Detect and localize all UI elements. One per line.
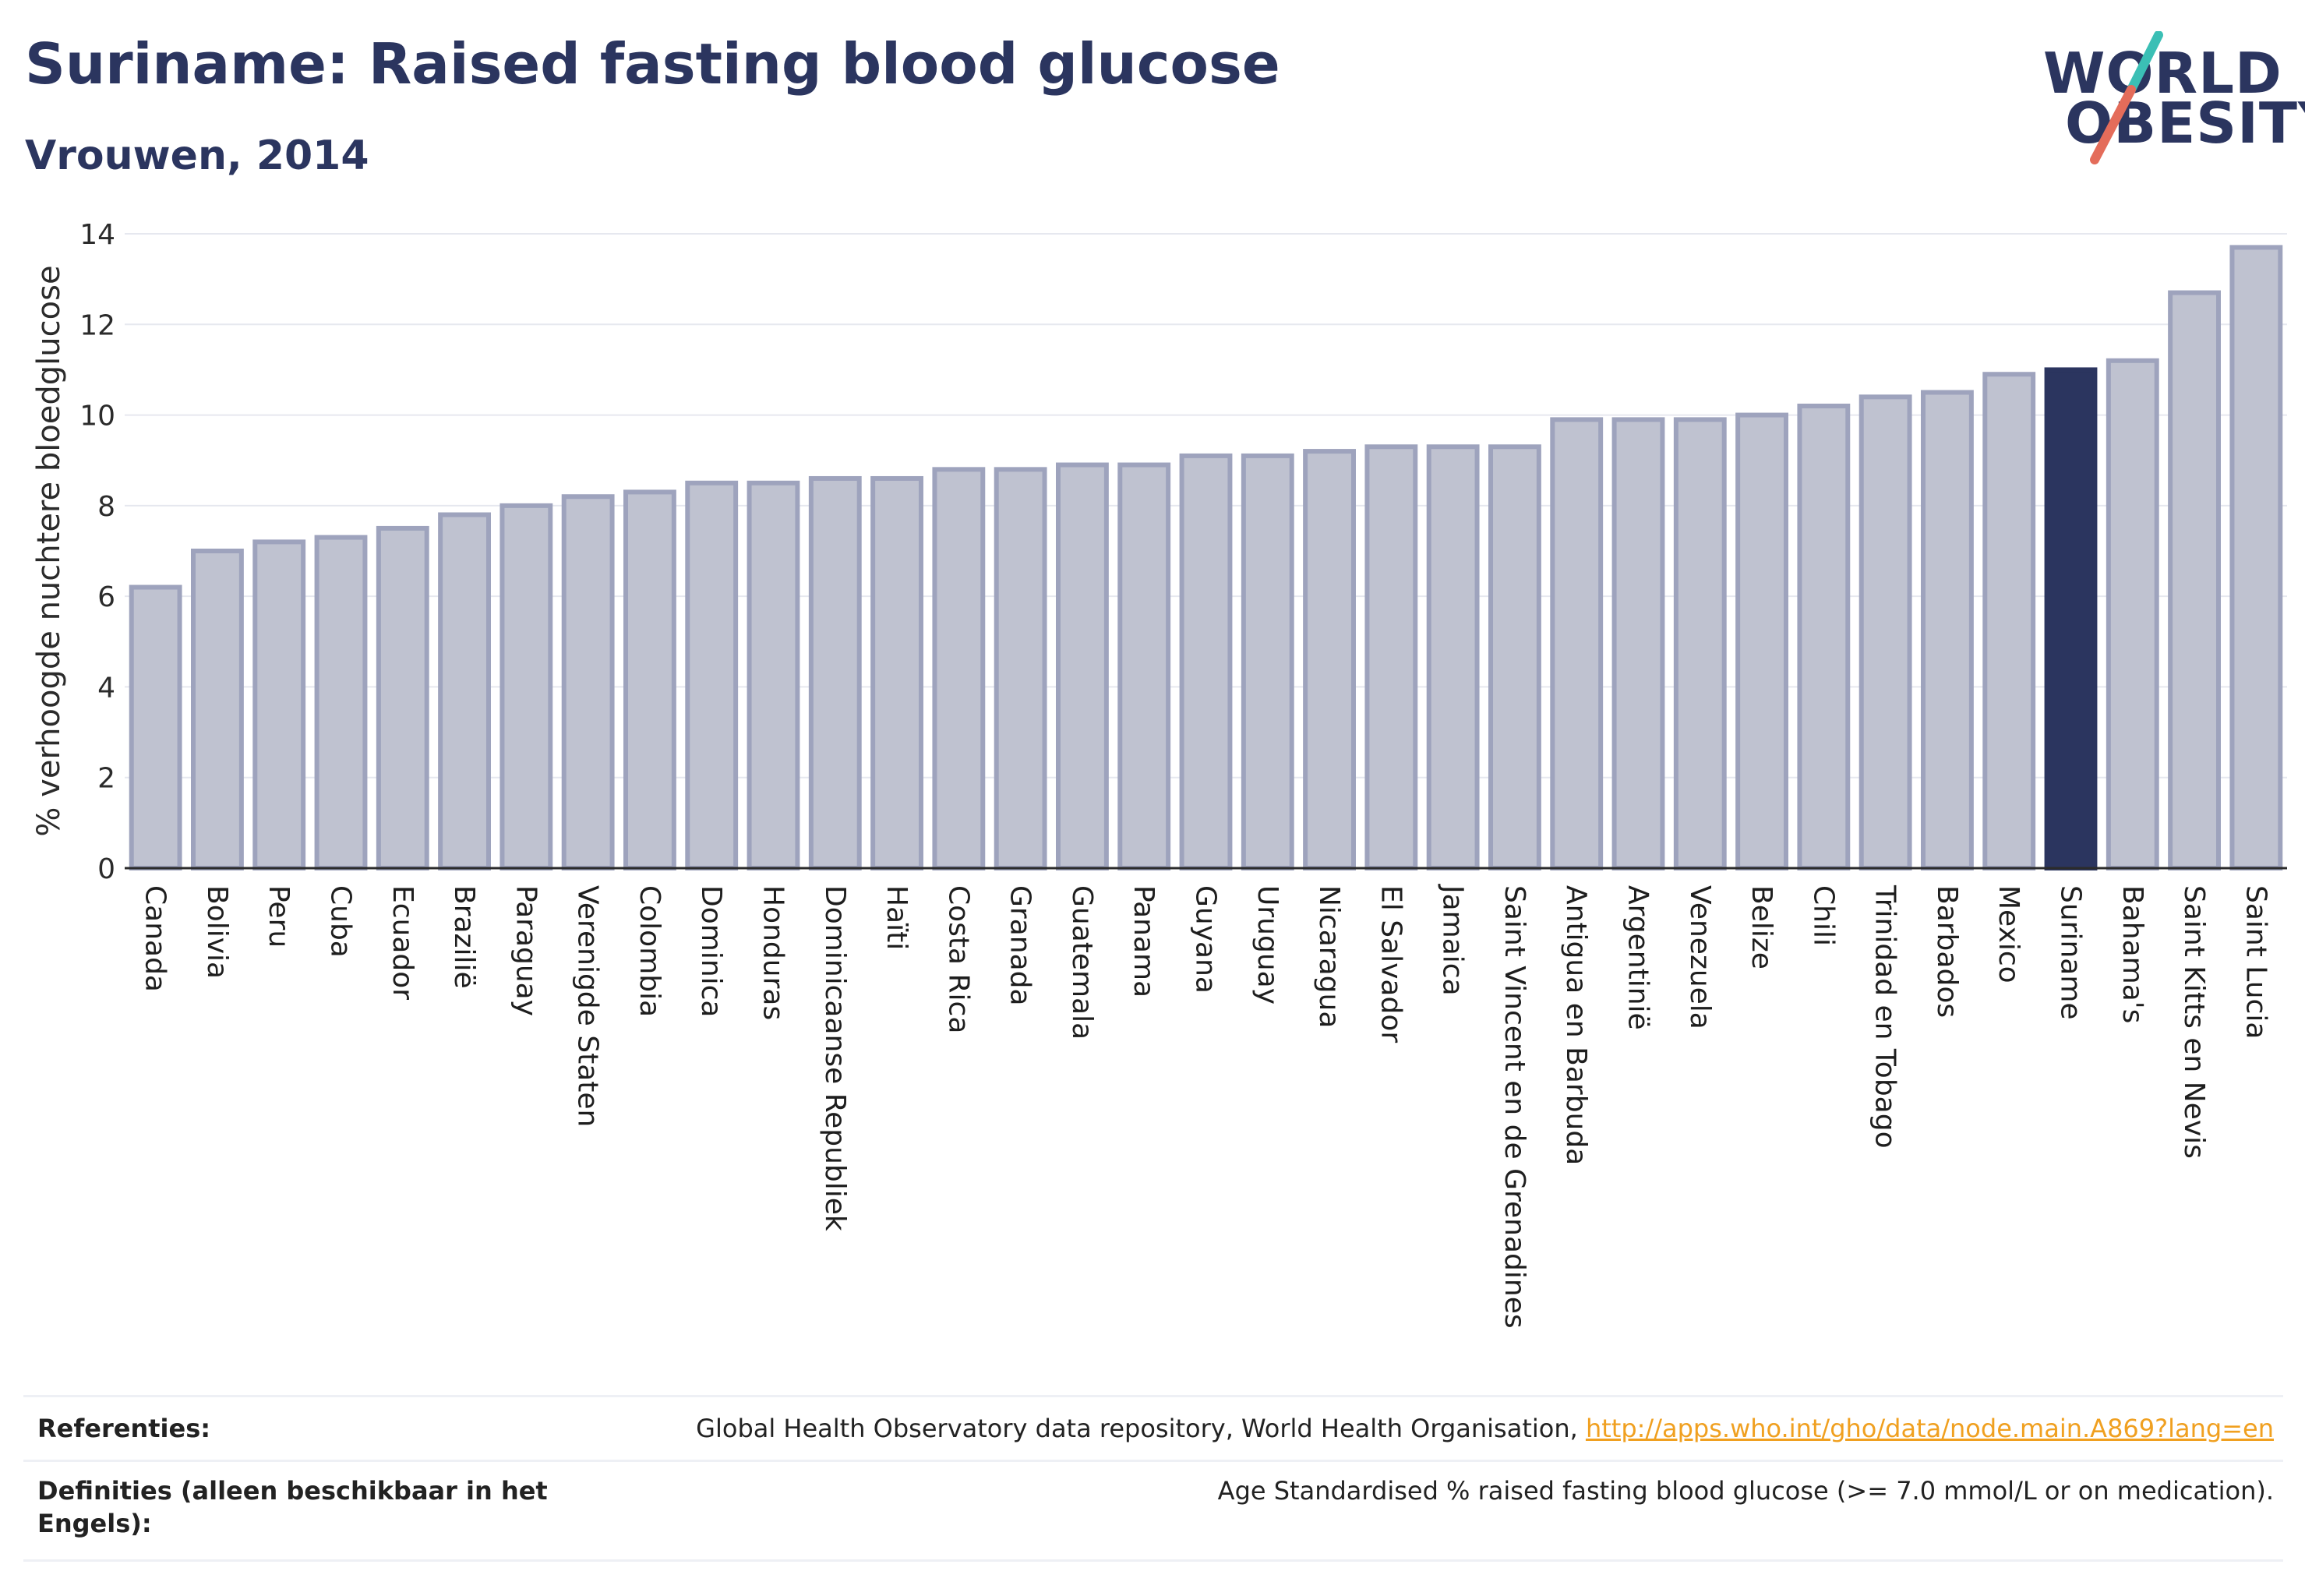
bar [1364,444,1418,870]
bar [314,535,368,870]
definitions-label-line-2: Engels): [37,1509,152,1538]
page-title: Suriname: Raised fasting blood glucose [25,31,1280,97]
x-tick-label: Bahama's [2116,885,2148,1023]
x-tick-label: Verenigde Staten [572,885,604,1127]
x-tick-label: El Salvador [1375,885,1407,1043]
references-link[interactable]: http://apps.who.int/gho/data/node.main.A… [1585,1414,2274,1443]
x-tick-label: Guyana [1190,885,1222,994]
x-tick-label: Saint Kitts en Nevis [2178,885,2210,1159]
bar [1673,417,1727,870]
references-source: Global Health Observatory data repositor… [696,1414,1578,1443]
bar [1921,390,1974,870]
references-label: Referenties: [37,1414,211,1443]
y-tick-label: 6 [97,581,115,613]
bar [1426,444,1480,870]
world-obesity-logo: WORLD OBESITY [2034,31,2305,171]
definitions-label-line-1: Definities (alleen beschikbaar in het [37,1476,548,1506]
bar [1858,394,1912,871]
references-table: Referenties: Global Health Observatory d… [23,1395,2283,1562]
x-tick-label: Saint Lucia [2240,885,2271,1039]
x-tick-label: Haïti [881,885,912,950]
bar [1611,417,1665,870]
bar [2229,245,2283,870]
bar [685,480,739,870]
y-tick-label: 2 [97,763,115,795]
bar [1488,444,1541,870]
logo-line-1: WORLD [2043,41,2282,106]
x-tick-label: Saint Vincent en de Grenadines [1498,885,1530,1329]
bar [870,475,923,870]
bar [623,489,676,870]
x-tick-label: Antigua en Barbuda [1560,885,1592,1165]
x-tick-label: Mexico [1993,885,2024,983]
bar [932,467,986,870]
x-tick-label: Paraguay [510,885,542,1016]
bar [2106,358,2159,871]
logo-slash-icon [2090,31,2163,164]
y-tick-label: 12 [79,309,115,341]
y-tick-label: 10 [79,401,115,433]
x-tick-label: Canada [139,885,171,992]
x-tick-label: Uruguay [1251,885,1283,1005]
bar [191,549,244,870]
y-tick-label: 0 [97,853,115,885]
x-tick-label: Suriname [2055,885,2087,1020]
page-subtitle: Vrouwen, 2014 [25,132,369,179]
definitions-row: Definities (alleen beschikbaar in het En… [23,1460,2283,1562]
bar [1179,453,1233,870]
x-tick-label: Chili [1807,885,1839,946]
definitions-label: Definities (alleen beschikbaar in het En… [37,1474,548,1540]
bar [1550,417,1604,870]
bar [1056,462,1109,870]
x-tick-label: Dominicaanse Republiek [819,885,851,1231]
x-tick-label: Nicaragua [1313,885,1345,1028]
bar-highlight [2044,367,2098,870]
bar [499,503,553,870]
bar [1117,462,1171,870]
x-tick-label: Ecuador [387,885,418,1000]
bar [808,475,862,870]
x-tick-label: Dominica [695,885,727,1018]
bar-chart: 0 2 4 6 8 10 12 14 % verhoogde nuchtere bloedglu… [31,219,2287,1329]
bar [2168,290,2221,871]
references-text: Global Health Observatory data repositor… [696,1412,2274,1445]
x-tick-label: Belize [1746,885,1777,969]
bar [1735,412,1788,871]
x-tick-label: Argentinië [1622,885,1654,1030]
y-axis-label: % verhoogde nuchtere bloedglucose [31,265,67,836]
x-tick-label: Guatemala [1066,885,1098,1040]
bar [376,525,429,870]
x-tick-label: Jamaica [1437,884,1469,996]
x-tick-label: Barbados [1931,885,1963,1018]
bar [994,467,1047,870]
definitions-text: Age Standardised % raised fasting blood … [1217,1476,2274,1506]
x-tick-label: Trinidad en Tobago [1869,885,1901,1149]
x-tick-label: Cuba [325,885,357,958]
x-tick-label: Brazilië [448,885,480,989]
bar [252,539,306,870]
x-tick-label: Costa Rica [942,885,974,1033]
bar [1241,453,1294,870]
x-tick-label: Peru [263,885,295,948]
bar [561,494,615,870]
x-tick-label: Granada [1004,885,1036,1006]
y-tick-label: 8 [97,491,115,523]
y-tick-label: 4 [97,672,115,704]
bar [1982,372,2036,870]
bar [1797,403,1851,870]
x-tick-label: Panama [1128,885,1160,998]
references-row: Referenties: Global Health Observatory d… [23,1395,2283,1460]
x-tick-label: Honduras [757,885,789,1020]
x-tick-label: Venezuela [1684,885,1716,1029]
y-tick-label: 14 [79,219,115,251]
x-tick-label: Bolivia [201,885,233,979]
x-tick-label: Colombia [634,885,665,1017]
bar [1303,449,1356,871]
bar [747,480,800,870]
bar [129,584,182,870]
bar [438,512,491,870]
